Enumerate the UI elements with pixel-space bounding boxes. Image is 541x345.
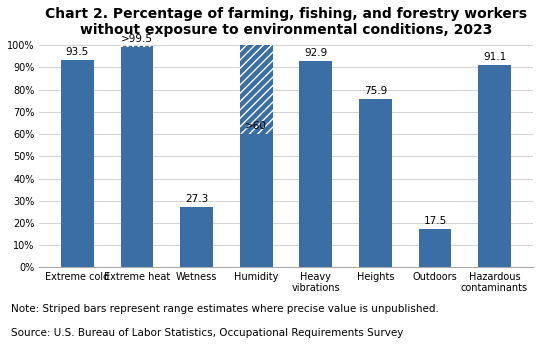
Text: >99.5: >99.5: [121, 34, 153, 44]
Text: 92.9: 92.9: [304, 48, 327, 58]
Bar: [180, 207, 213, 267]
Text: 91.1: 91.1: [483, 52, 506, 62]
Bar: [419, 228, 451, 267]
Text: 75.9: 75.9: [364, 86, 387, 96]
Bar: [299, 61, 332, 267]
Text: 17.5: 17.5: [424, 216, 447, 226]
Text: >60: >60: [245, 121, 267, 131]
Bar: [478, 65, 511, 267]
Bar: [240, 45, 273, 134]
Title: Chart 2. Percentage of farming, fishing, and forestry workers
without exposure t: Chart 2. Percentage of farming, fishing,…: [45, 7, 527, 37]
Text: 93.5: 93.5: [66, 47, 89, 57]
Bar: [61, 60, 94, 267]
Bar: [240, 134, 273, 267]
Text: Note: Striped bars represent range estimates where precise value is unpublished.: Note: Striped bars represent range estim…: [11, 304, 439, 314]
Bar: [359, 99, 392, 267]
Text: 27.3: 27.3: [185, 194, 208, 204]
Bar: [121, 46, 154, 267]
Text: Source: U.S. Bureau of Labor Statistics, Occupational Requirements Survey: Source: U.S. Bureau of Labor Statistics,…: [11, 328, 403, 338]
